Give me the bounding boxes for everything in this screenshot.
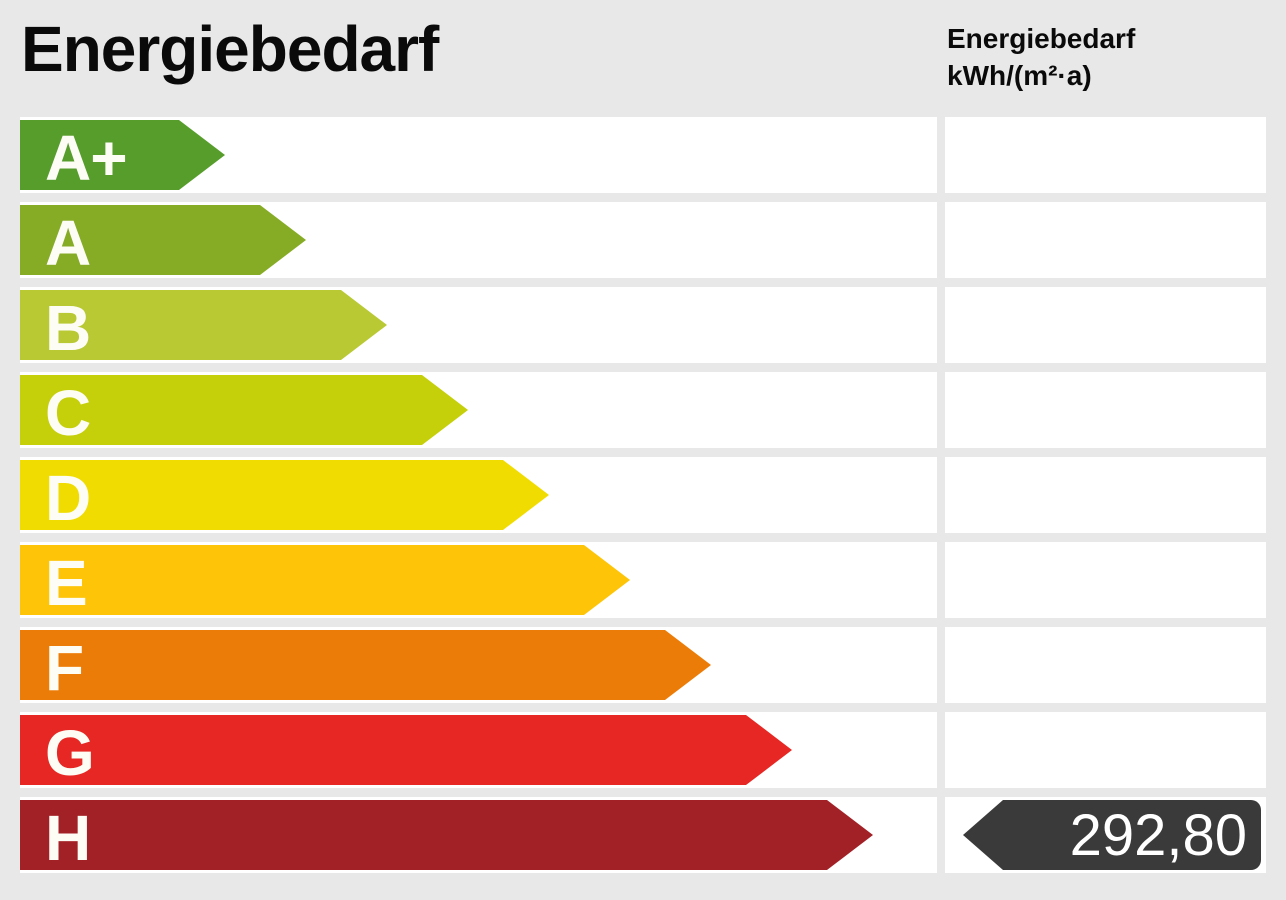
rating-letter: H	[45, 802, 91, 874]
rating-arrow: C	[20, 375, 468, 445]
rating-letter: B	[45, 292, 91, 364]
rating-arrow: B	[20, 290, 387, 360]
rating-row: B	[0, 287, 1286, 363]
rating-band: F	[20, 627, 937, 703]
rating-letter: A+	[45, 122, 127, 194]
rating-row: G	[0, 712, 1286, 788]
rating-row: E	[0, 542, 1286, 618]
rating-band: D	[20, 457, 937, 533]
value-cell	[945, 117, 1266, 193]
rating-band: H	[20, 797, 937, 873]
value-text: 292,80	[1069, 803, 1247, 868]
rating-letter: G	[45, 717, 94, 789]
rating-band: C	[20, 372, 937, 448]
rating-letter: C	[45, 377, 91, 449]
rating-band: B	[20, 287, 937, 363]
rating-letter: D	[45, 462, 91, 534]
value-cell	[945, 372, 1266, 448]
rating-arrow: G	[20, 715, 792, 785]
page-title: Energiebedarf	[21, 13, 439, 85]
rating-band: A	[20, 202, 937, 278]
unit-header-line2: kWh/(m²·a)	[947, 60, 1092, 91]
rating-letter: F	[45, 632, 84, 704]
value-cell	[945, 712, 1266, 788]
rating-band: E	[20, 542, 937, 618]
rating-row: C	[0, 372, 1286, 448]
value-cell	[945, 202, 1266, 278]
value-cell	[945, 542, 1266, 618]
rating-arrow: A+	[20, 120, 225, 190]
rating-arrow: D	[20, 460, 549, 530]
rating-row: D	[0, 457, 1286, 533]
value-cell	[945, 627, 1266, 703]
rating-arrow: H	[20, 800, 873, 870]
value-cell	[945, 287, 1266, 363]
rating-row: H 292,80	[0, 797, 1286, 873]
value-cell	[945, 457, 1266, 533]
value-arrow: 292,80	[963, 800, 1261, 870]
rating-band: A+	[20, 117, 937, 193]
rating-arrow: A	[20, 205, 306, 275]
rating-arrow: E	[20, 545, 630, 615]
unit-header-line1: Energiebedarf	[947, 23, 1136, 54]
rating-row: F	[0, 627, 1286, 703]
unit-header: Energiebedarf kWh/(m²·a)	[947, 20, 1135, 94]
rating-band: G	[20, 712, 937, 788]
rating-row: A	[0, 202, 1286, 278]
rating-letter: A	[45, 207, 91, 279]
rating-row: A+	[0, 117, 1286, 193]
rating-letter: E	[45, 547, 87, 619]
rating-arrow: F	[20, 630, 711, 700]
value-cell: 292,80	[945, 797, 1266, 873]
rating-scale: A+ A B C D	[0, 117, 1286, 882]
